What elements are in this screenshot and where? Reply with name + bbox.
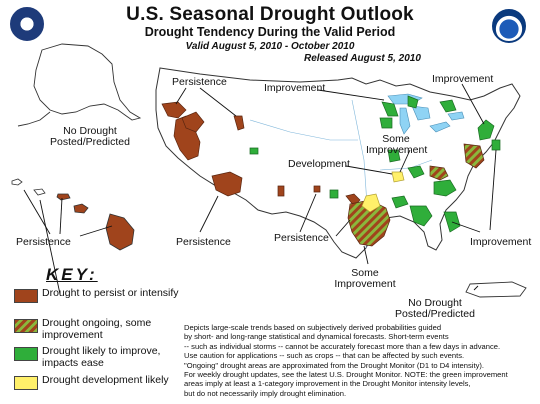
valid-period: Valid August 5, 2010 - October 2010 — [185, 41, 355, 52]
persist-swatch — [14, 289, 38, 303]
puerto-rico-label: No Drought Posted/Predicted — [395, 297, 475, 320]
persistence-az-label: Persistence — [176, 236, 231, 248]
persistence-hawaii-label: Persistence — [16, 236, 71, 248]
map-subtitle: Drought Tendency During the Valid Period — [144, 25, 396, 39]
development-areas — [361, 171, 405, 213]
disclaimer-text: Depicts large-scale trends based on subj… — [184, 323, 508, 398]
alaska-label: No Drought Posted/Predicted — [50, 125, 130, 148]
persist-areas — [161, 101, 361, 207]
hawaii-islands — [11, 178, 135, 251]
key-title: KEY: — [46, 265, 98, 284]
key-label: Drought development likely — [42, 374, 169, 386]
persistence-tx-label: Persistence — [274, 232, 329, 244]
alaska-outline — [17, 43, 142, 127]
ongoing-improvement-areas — [347, 143, 485, 247]
key-label: Drought to persist or intensify — [42, 287, 179, 299]
map-title: U.S. Seasonal Drought Outlook — [126, 4, 414, 25]
improvement-north-label: Improvement — [264, 82, 326, 94]
improve-swatch — [14, 347, 38, 361]
improvement-se-label: Improvement — [470, 236, 532, 248]
puerto-rico-outline — [465, 281, 527, 298]
release-date: Released August 5, 2010 — [304, 53, 421, 64]
key-label: Drought ongoing, some improvement — [42, 317, 152, 341]
usda-seal-icon — [10, 7, 44, 41]
improvement-ne-label: Improvement — [432, 73, 494, 85]
ongoing-swatch — [14, 319, 38, 333]
improve-areas — [249, 95, 501, 233]
development-swatch — [14, 376, 38, 390]
key-label: Drought likely to improve, impacts ease — [42, 345, 161, 369]
noaa-logo-icon — [492, 9, 526, 43]
development-label: Development — [288, 158, 350, 170]
some-improvement-mid-label: Some Improvement — [366, 133, 428, 156]
persistence-west-label: Persistence — [172, 76, 227, 88]
leader-arrows — [23, 83, 497, 295]
some-improvement-gulf-label: Some Improvement — [334, 267, 396, 290]
